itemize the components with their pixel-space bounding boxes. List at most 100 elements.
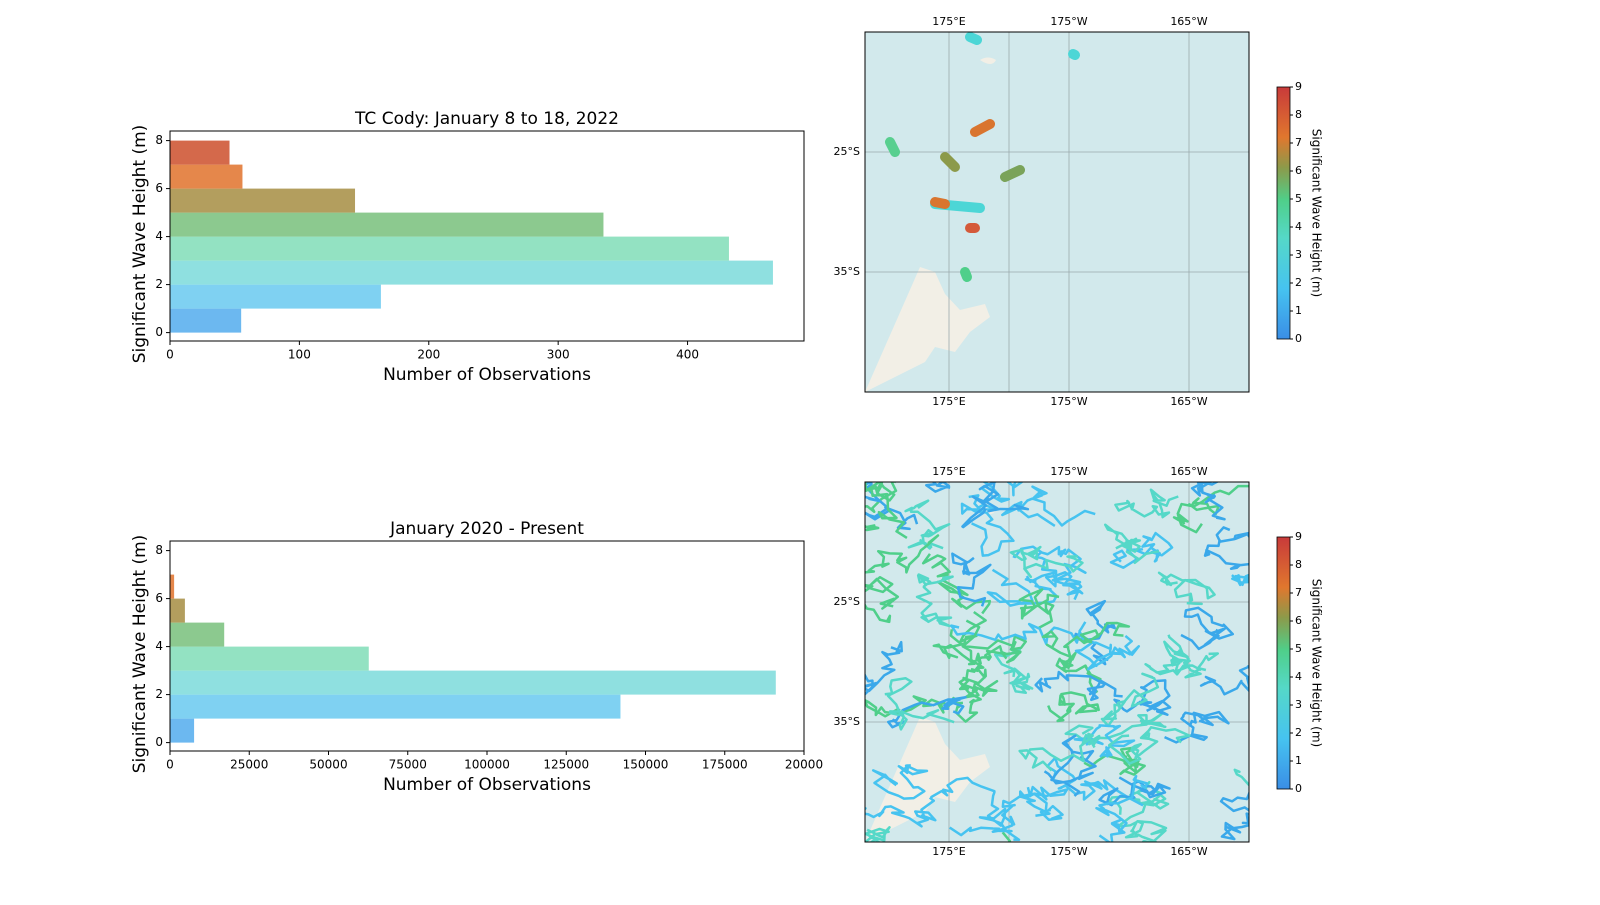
bar — [170, 622, 225, 647]
track — [970, 119, 995, 137]
lon-label: 165°W — [1170, 15, 1207, 28]
track — [986, 568, 1058, 607]
x-tick-label: 150000 — [623, 758, 669, 772]
y-tick-label: 0 — [155, 325, 163, 339]
lon-label: 165°W — [1170, 395, 1207, 408]
bar — [170, 188, 356, 213]
chart-title: TC Cody: January 8 to 18, 2022 — [354, 109, 619, 129]
track — [1100, 672, 1160, 728]
track — [886, 696, 967, 729]
track — [1095, 774, 1149, 842]
x-tick-label: 400 — [676, 348, 699, 362]
x-tick-label: 75000 — [389, 758, 427, 772]
track — [915, 573, 954, 628]
lon-label: 175°W — [1050, 15, 1087, 28]
land — [865, 717, 990, 842]
track — [961, 482, 1030, 529]
track — [865, 482, 908, 539]
x-tick-label: 300 — [547, 348, 570, 362]
track — [1203, 526, 1249, 571]
chart-title: January 2020 - Present — [389, 519, 584, 539]
track — [1199, 664, 1249, 696]
colorbar-tick-label: 4 — [1295, 670, 1302, 683]
y-tick-label: 2 — [155, 277, 163, 291]
bar — [170, 212, 604, 237]
lon-label: 175°E — [932, 395, 965, 408]
track — [958, 610, 1027, 664]
bar — [170, 284, 381, 309]
x-tick-label: 20000 — [785, 758, 823, 772]
x-tick-label: 200 — [417, 348, 440, 362]
bar — [170, 718, 195, 743]
track — [940, 152, 960, 172]
colorbar-tick-label: 8 — [1295, 558, 1302, 571]
axes-frame — [169, 540, 805, 752]
colorbar-tick-label: 5 — [1295, 192, 1302, 205]
track — [1107, 780, 1170, 815]
track — [865, 534, 940, 574]
lat-label: 35°S — [834, 265, 860, 278]
x-tick-label: 0 — [166, 758, 174, 772]
bar — [170, 694, 621, 719]
y-axis-label: Significant Wave Height (m) — [130, 125, 150, 364]
colorbar-tick-label: 1 — [1295, 754, 1302, 767]
track — [921, 553, 992, 615]
track — [1107, 726, 1191, 765]
track — [884, 676, 955, 731]
y-tick-label: 8 — [155, 543, 163, 557]
x-tick-label: 100000 — [464, 758, 510, 772]
track — [1231, 573, 1249, 587]
track — [1163, 634, 1191, 667]
colorbar-tick-label: 9 — [1295, 530, 1302, 543]
map-content — [865, 482, 1249, 842]
colorbar-tick-label: 1 — [1295, 304, 1302, 317]
x-tick-label: 0 — [166, 348, 174, 362]
track — [932, 629, 1004, 666]
x-tick-label: 100 — [288, 348, 311, 362]
track — [965, 32, 982, 45]
map — [864, 31, 1250, 393]
track — [925, 482, 951, 493]
track — [993, 647, 1034, 695]
track — [1114, 488, 1179, 519]
track — [1012, 545, 1087, 581]
track — [1064, 712, 1167, 746]
track — [951, 552, 992, 607]
track — [865, 482, 919, 531]
colorbar — [1276, 536, 1291, 790]
x-axis-label: Number of Observations — [383, 775, 591, 795]
x-tick-label: 175000 — [702, 758, 748, 772]
colorbar-tick-label: 3 — [1295, 248, 1302, 261]
lon-label: 175°E — [932, 845, 965, 858]
track — [1172, 484, 1249, 534]
track — [871, 764, 929, 800]
land — [865, 267, 990, 392]
colorbar-tick-label: 2 — [1295, 726, 1302, 739]
track — [949, 795, 1051, 837]
lon-label: 165°W — [1170, 845, 1207, 858]
map-frame — [864, 481, 1250, 843]
track — [1043, 734, 1097, 797]
track — [1047, 691, 1100, 723]
axes-frame — [169, 130, 805, 342]
bar — [170, 308, 242, 333]
colorbar-tick-label: 0 — [1295, 782, 1302, 795]
y-axis-label: Significant Wave Height (m) — [130, 535, 150, 774]
track — [865, 640, 903, 696]
track — [1219, 790, 1249, 841]
y-tick-label: 2 — [155, 687, 163, 701]
track — [904, 499, 951, 550]
track — [1025, 571, 1084, 601]
track — [1041, 621, 1131, 658]
map — [864, 481, 1250, 843]
lon-label: 175°W — [1050, 465, 1087, 478]
colorbar-tick-label: 7 — [1295, 136, 1302, 149]
y-tick-label: 8 — [155, 133, 163, 147]
track — [954, 679, 999, 723]
track — [1009, 545, 1084, 579]
y-tick-label: 4 — [155, 639, 163, 653]
track — [865, 826, 891, 842]
x-tick-label: 125000 — [543, 758, 589, 772]
bar — [170, 646, 369, 671]
